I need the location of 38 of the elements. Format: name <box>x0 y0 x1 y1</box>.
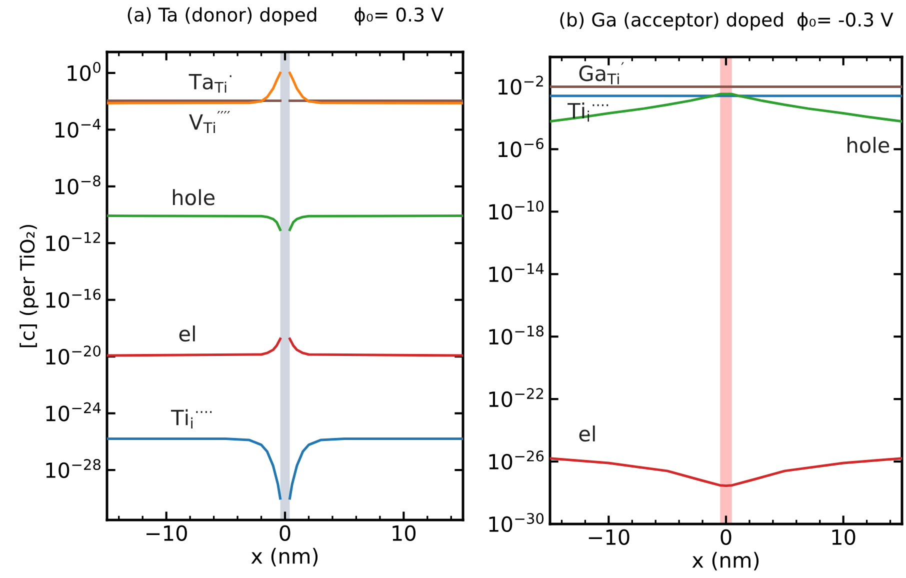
y-tick-label: 10$^{−8}$ <box>55 175 100 194</box>
series-label: Ga$_{Ti}$$^{′}$ <box>579 62 624 84</box>
series-label: el <box>179 326 195 342</box>
x-tick-label: −10 <box>588 529 630 545</box>
y-tick-label: 10$^{−16}$ <box>46 288 101 308</box>
y-tick-label: 10$^{−2}$ <box>498 76 543 95</box>
y-tick-label: 10$^{−14}$ <box>489 263 544 282</box>
y-tick-label: 10$^{−18}$ <box>489 326 544 345</box>
y-axis-title: [c] (per TiO₂) <box>20 224 38 348</box>
x-tick-label: 0 <box>280 525 290 541</box>
x-axis-title: x (nm) <box>251 548 318 566</box>
series-label: Ti$_{i}$$^{····}$ <box>171 409 212 428</box>
line-series <box>550 457 902 488</box>
y-tick-label: 10$^{−28}$ <box>46 458 100 478</box>
y-tick-label: 10$^{−12}$ <box>46 232 100 252</box>
series-label: hole <box>848 136 890 153</box>
series-label: hole <box>172 189 215 206</box>
y-tick-label: 10$^{−22}$ <box>489 388 544 408</box>
y-tick-label: 10$^{0}$ <box>68 62 100 81</box>
y-tick-label: 10$^{−30}$ <box>489 512 544 532</box>
x-tick-label: 10 <box>392 525 416 541</box>
x-axis-title: x (nm) <box>692 552 759 570</box>
x-tick-label: 10 <box>832 529 856 545</box>
series-label: Ta$_{Ti}$$^{·}$ <box>188 74 232 93</box>
y-tick-label: 10$^{−26}$ <box>489 450 544 470</box>
series-label: V$_{Ti}$$^{′′′′}$ <box>189 111 230 134</box>
chart-title: (b) Ga (acceptor) doped ϕ₀= -0.3 V <box>560 12 894 30</box>
series-label: Ti$_{i}$$^{····}$ <box>568 102 608 122</box>
y-tick-label: 10$^{−20}$ <box>46 346 101 365</box>
x-tick-label: −10 <box>146 525 187 541</box>
chart-title: (a) Ta (donor) doped ϕ₀= 0.3 V <box>128 7 444 26</box>
y-tick-label: 10$^{−10}$ <box>489 200 544 220</box>
x-tick-label: 0 <box>720 529 732 545</box>
y-tick-label: 10$^{−4}$ <box>55 118 101 138</box>
y-tick-label: 10$^{−24}$ <box>46 402 101 422</box>
y-tick-label: 10$^{−6}$ <box>498 138 544 158</box>
line-series <box>550 92 902 123</box>
series-label: el <box>579 426 595 442</box>
